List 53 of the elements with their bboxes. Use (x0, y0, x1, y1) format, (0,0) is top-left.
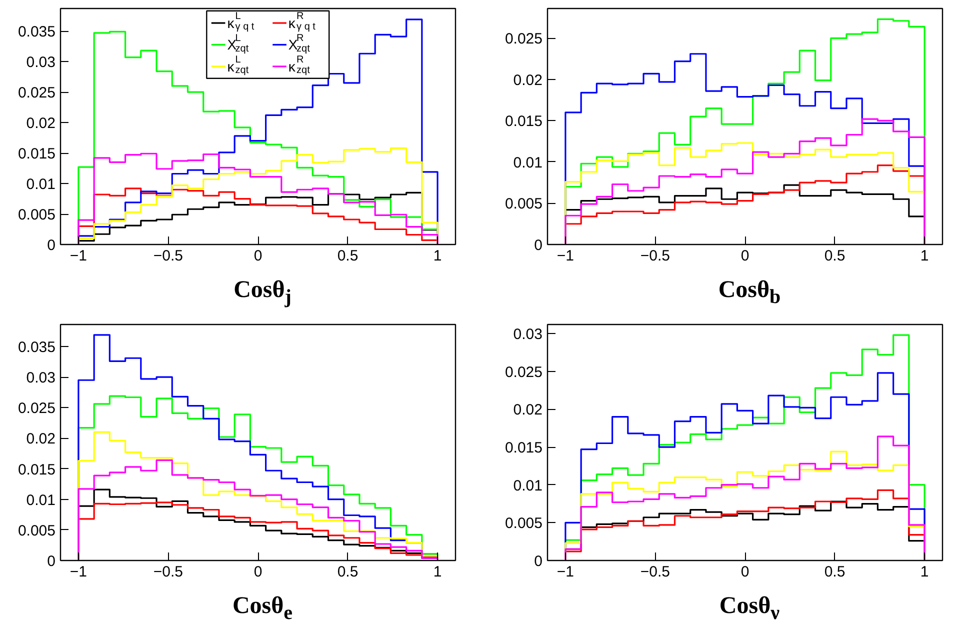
y-tick-label: 0.02 (513, 402, 543, 419)
y-tick-label: 0.03 (26, 370, 56, 387)
y-tick-label: 0 (47, 237, 56, 254)
x-axis-title: Cosθ$_{ν}$ (719, 593, 780, 626)
x-tick-label: −1 (70, 248, 88, 264)
y-tick-label: 0.02 (513, 72, 543, 89)
y-tick-label: 0.01 (513, 154, 543, 172)
x-tick-label: 0.5 (824, 248, 846, 264)
y-tick-label: 0.015 (504, 440, 543, 457)
y-tick-label: 0.025 (18, 400, 56, 418)
y-tick-label: 0.015 (18, 461, 56, 478)
y-tick-label: 0.01 (26, 176, 56, 194)
y-tick-label: 0.01 (513, 477, 543, 494)
x-tick-label: −1 (556, 248, 574, 264)
x-tick-label: −0.5 (640, 248, 670, 264)
x-tick-label: 0.5 (337, 564, 358, 580)
y-tick-label: 0.03 (26, 54, 56, 72)
y-tick-label: 0.005 (18, 206, 56, 224)
y-tick-label: 0.005 (504, 196, 543, 213)
x-tick-label: −1 (70, 564, 88, 580)
x-tick-label: 1 (433, 248, 442, 264)
y-tick-label: 0.025 (18, 84, 56, 102)
x-tick-label: 0 (254, 248, 262, 264)
x-tick-label: −1 (556, 564, 574, 580)
y-tick-label: 0 (534, 553, 542, 570)
y-tick-label: 0.025 (504, 30, 543, 48)
y-tick-label: 0.005 (18, 522, 56, 540)
y-tick-label: 0.02 (26, 115, 56, 132)
y-tick-label: 0.02 (26, 430, 56, 448)
y-tick-label: 0 (47, 553, 56, 570)
y-tick-label: 0.03 (513, 326, 543, 344)
y-tick-label: 0.035 (18, 24, 56, 41)
y-tick-label: 0 (534, 237, 542, 254)
x-tick-label: −0.5 (640, 564, 670, 580)
y-tick-label: 0.025 (504, 364, 543, 381)
x-axis-title: Cosθ$_{b}$ (718, 277, 781, 310)
y-tick-label: 0.035 (18, 339, 56, 356)
y-tick-label: 0.005 (504, 515, 543, 532)
x-tick-label: 1 (920, 564, 929, 580)
y-tick-label: 0.015 (504, 113, 543, 130)
x-tick-label: −0.5 (153, 564, 184, 580)
x-tick-label: 0 (740, 248, 750, 264)
x-tick-label: 0.5 (824, 564, 846, 580)
x-axis-title: Cosθ$_{e}$ (232, 593, 293, 626)
x-tick-label: −0.5 (153, 248, 184, 264)
y-tick-label: 0.015 (18, 146, 56, 163)
x-axis-title: Cosθ$_{j}$ (234, 277, 292, 310)
x-tick-label: 1 (920, 248, 929, 264)
x-tick-label: 0.5 (337, 248, 358, 264)
x-tick-label: 0 (740, 564, 750, 580)
x-tick-label: 0 (254, 564, 262, 580)
y-tick-label: 0.01 (26, 492, 56, 509)
x-tick-label: 1 (433, 564, 442, 580)
